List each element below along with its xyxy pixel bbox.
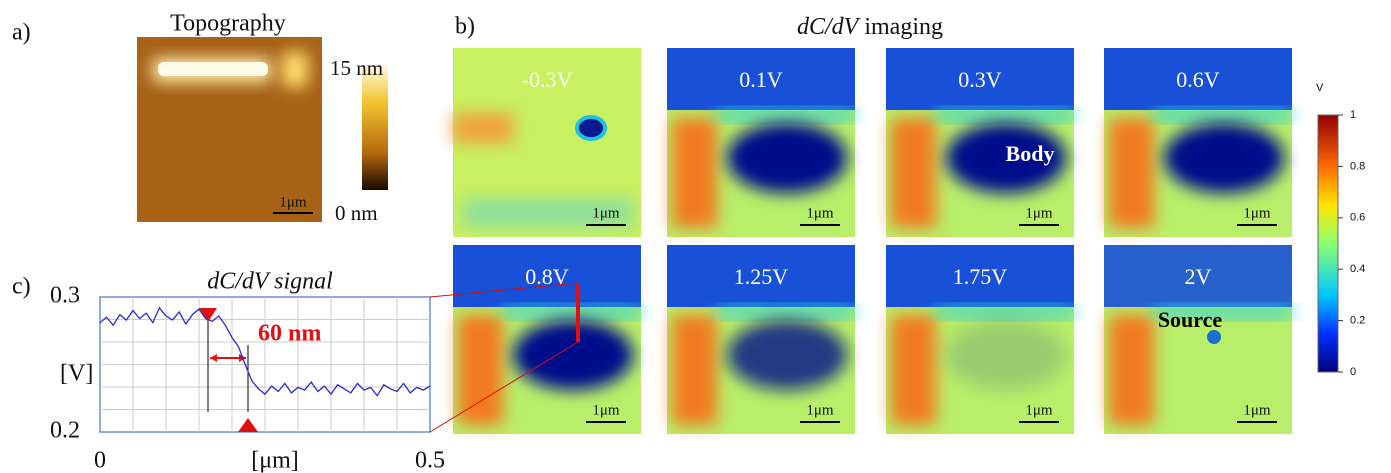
colorbar-tick-label: 0.4	[1350, 263, 1365, 275]
voltage-label: -0.3V	[522, 67, 573, 92]
scale-label: 1μm	[1025, 205, 1053, 221]
map-band	[717, 307, 855, 317]
panel-label: c)	[12, 274, 31, 300]
scale-label: 1μm	[806, 402, 834, 418]
voltage-label: 0.8V	[525, 264, 569, 289]
colorbar-tick-label: 1	[1350, 109, 1356, 121]
colorbar-max: 15 nm	[330, 56, 383, 80]
plot-title: dC/dV signal	[207, 269, 333, 295]
map-blob	[513, 320, 633, 390]
scale-label: 1μm	[1243, 402, 1271, 418]
y-label: [V]	[60, 361, 93, 387]
map-band	[936, 110, 1074, 120]
voltage-label: 1.25V	[734, 264, 789, 289]
map-band	[1154, 307, 1292, 317]
x-tick-label: 0.5	[415, 448, 445, 473]
y-tick-label: 0.2	[50, 418, 80, 444]
plot-grid	[100, 297, 430, 432]
map-bottom	[463, 198, 633, 228]
scale-label: 1μm	[592, 205, 620, 221]
map-dot	[1207, 330, 1221, 344]
map-top	[667, 48, 855, 110]
zoom-lines	[429, 282, 580, 433]
voltage-label: 0.1V	[739, 67, 783, 92]
map-left	[458, 315, 503, 425]
scale-label: 1μm	[279, 194, 307, 210]
x-tick-label: 0	[94, 448, 106, 473]
title-rest: imaging	[864, 14, 943, 40]
colorbar-min: 0 nm	[335, 201, 378, 225]
signal-line	[99, 306, 431, 397]
map-blob	[1164, 123, 1284, 193]
map-top	[886, 48, 1074, 110]
map-left	[891, 118, 936, 228]
map-blob	[946, 123, 1066, 193]
annotation: Source	[1158, 307, 1223, 332]
title-italic: dC/dV	[797, 14, 861, 40]
map-blob	[727, 123, 847, 193]
annotation: 60 nm	[258, 321, 321, 347]
colorbar-tick-label: 0	[1350, 366, 1356, 378]
panel-label: a)	[12, 20, 31, 46]
map-top	[1104, 245, 1292, 307]
scale-label: 1μm	[592, 402, 620, 418]
map-left	[672, 315, 717, 425]
map-left	[453, 113, 513, 143]
map-left	[1109, 315, 1154, 425]
y-tick-label: 0.3	[50, 283, 80, 309]
map-band	[936, 307, 1074, 317]
map-band	[717, 110, 855, 120]
image-grid: -0.3V 1μm 0.1V 1μm 0.3V 1μm 0.6V 1μm 0.8V 1μm 1.25…	[453, 48, 1292, 434]
panel-title: Topography	[170, 11, 286, 37]
panel-title: dC/dV imaging	[797, 14, 943, 40]
colorbar-tick-label: 0.2	[1350, 315, 1365, 327]
map-band	[1154, 110, 1292, 120]
panel-label: b)	[455, 14, 475, 40]
map-blob	[946, 320, 1066, 390]
map-left	[672, 118, 717, 228]
voltage-label: 0.3V	[958, 67, 1002, 92]
colorbar-unit: V	[1316, 82, 1324, 94]
voltage-label: 0.6V	[1176, 67, 1220, 92]
map-blob	[727, 320, 847, 390]
topography-image	[137, 37, 322, 222]
scale-label: 1μm	[1243, 205, 1271, 221]
annotation: Body	[1006, 141, 1055, 166]
plot-markers	[199, 308, 258, 432]
x-label: [μm]	[251, 448, 299, 473]
map-top	[667, 245, 855, 307]
colorbar	[1317, 114, 1339, 373]
map-band	[503, 307, 641, 317]
map-dot	[575, 115, 607, 141]
scale-label: 1μm	[1025, 402, 1053, 418]
map-top	[453, 245, 641, 307]
map-top	[886, 245, 1074, 307]
colorbar-tick-label: 0.6	[1350, 212, 1365, 224]
scale-label: 1μm	[806, 205, 834, 221]
colorbar	[362, 65, 388, 190]
colorbar-tick-label: 0.8	[1350, 160, 1365, 172]
map-top	[1104, 48, 1292, 110]
voltage-label: 2V	[1185, 264, 1212, 289]
voltage-label: 1.75V	[953, 264, 1008, 289]
map-left	[891, 315, 936, 425]
map-left	[1109, 118, 1154, 228]
